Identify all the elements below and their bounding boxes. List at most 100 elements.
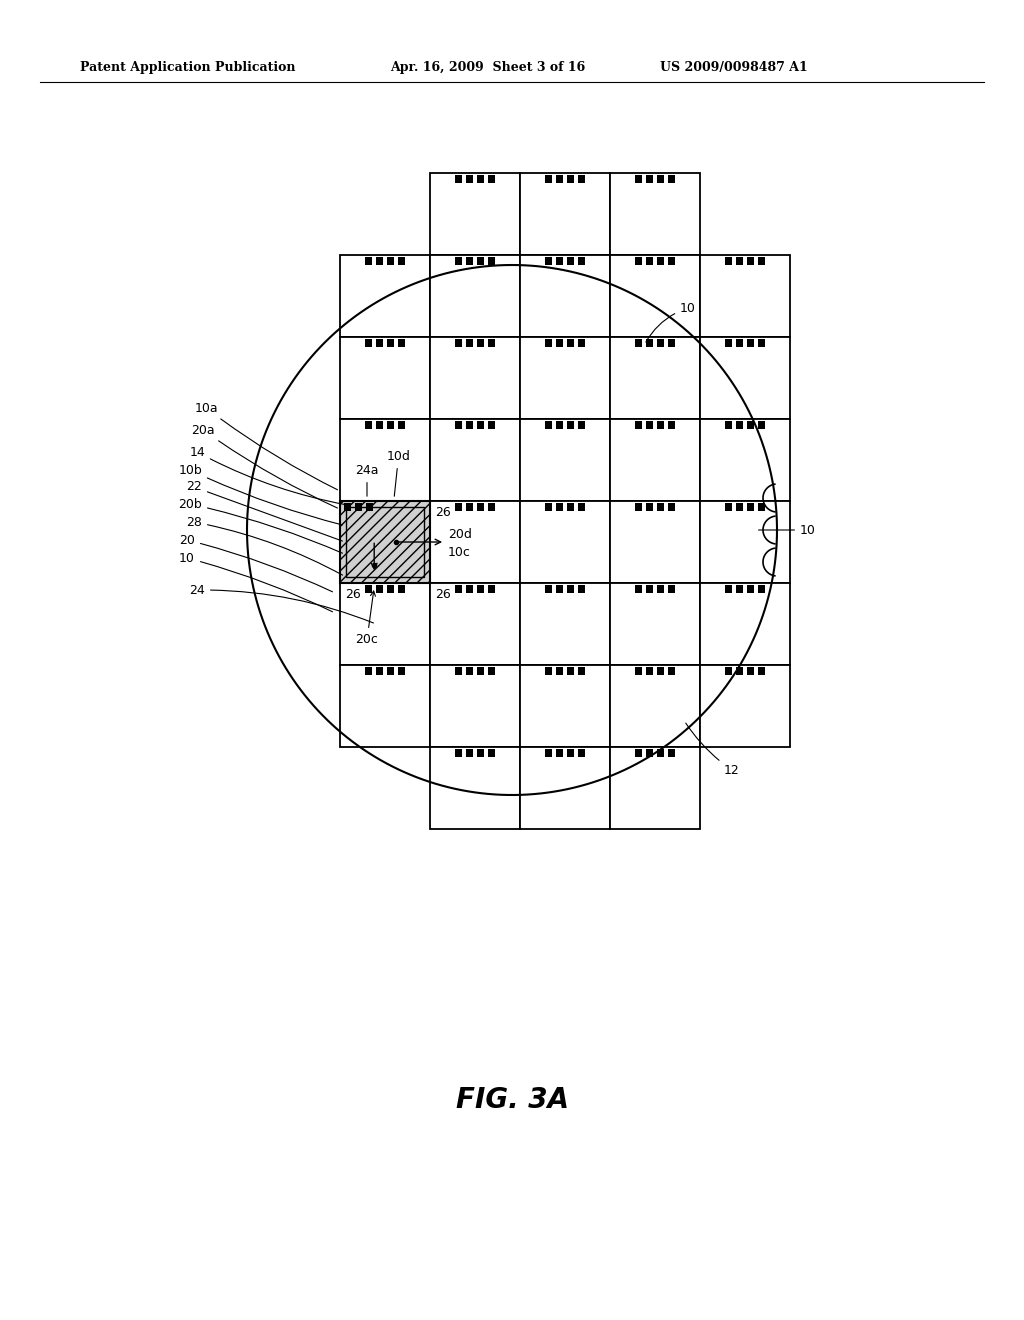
- Bar: [376, 421, 383, 429]
- Bar: [556, 339, 563, 347]
- Bar: [746, 667, 754, 675]
- Bar: [556, 667, 563, 675]
- Text: FIG. 3A: FIG. 3A: [456, 1086, 568, 1114]
- Bar: [488, 667, 495, 675]
- Bar: [746, 503, 754, 511]
- Bar: [344, 503, 351, 511]
- Bar: [340, 418, 430, 502]
- Bar: [610, 418, 700, 502]
- Bar: [556, 257, 563, 265]
- Text: 10a: 10a: [195, 401, 338, 490]
- Bar: [387, 585, 394, 593]
- Bar: [578, 667, 585, 675]
- Bar: [365, 257, 372, 265]
- Bar: [635, 176, 642, 183]
- Bar: [725, 421, 732, 429]
- Bar: [578, 257, 585, 265]
- Bar: [455, 421, 462, 429]
- Bar: [646, 339, 653, 347]
- Bar: [488, 585, 495, 593]
- Bar: [758, 421, 765, 429]
- Text: 20a: 20a: [191, 424, 338, 508]
- Bar: [455, 667, 462, 675]
- Bar: [387, 339, 394, 347]
- Bar: [578, 339, 585, 347]
- Text: 10: 10: [179, 552, 333, 611]
- Bar: [668, 176, 675, 183]
- Bar: [545, 585, 552, 593]
- Bar: [657, 503, 664, 511]
- Bar: [477, 748, 484, 756]
- Bar: [430, 583, 520, 665]
- Text: 14: 14: [189, 446, 345, 504]
- Bar: [355, 503, 362, 511]
- Bar: [365, 339, 372, 347]
- Bar: [578, 176, 585, 183]
- Bar: [657, 339, 664, 347]
- Bar: [635, 503, 642, 511]
- Bar: [466, 503, 473, 511]
- Bar: [398, 667, 406, 675]
- Text: 20d: 20d: [449, 528, 472, 540]
- Bar: [376, 585, 383, 593]
- Bar: [610, 502, 700, 583]
- Bar: [646, 748, 653, 756]
- Bar: [545, 748, 552, 756]
- Bar: [567, 503, 574, 511]
- Bar: [668, 585, 675, 593]
- Bar: [545, 257, 552, 265]
- Bar: [430, 255, 520, 337]
- Bar: [376, 257, 383, 265]
- Bar: [366, 503, 373, 511]
- Bar: [545, 339, 552, 347]
- Bar: [567, 257, 574, 265]
- Bar: [455, 176, 462, 183]
- Bar: [340, 337, 430, 418]
- Bar: [477, 585, 484, 593]
- Bar: [365, 585, 372, 593]
- Bar: [488, 257, 495, 265]
- Bar: [668, 421, 675, 429]
- Bar: [466, 667, 473, 675]
- Bar: [635, 257, 642, 265]
- Bar: [646, 503, 653, 511]
- Text: 26: 26: [345, 589, 360, 602]
- Bar: [610, 583, 700, 665]
- Bar: [567, 421, 574, 429]
- Bar: [398, 421, 406, 429]
- Text: 28: 28: [186, 516, 343, 576]
- Bar: [610, 747, 700, 829]
- Text: 12: 12: [686, 723, 739, 776]
- Bar: [736, 421, 743, 429]
- Bar: [477, 176, 484, 183]
- Bar: [700, 255, 790, 337]
- Bar: [700, 337, 790, 418]
- Text: 24a: 24a: [355, 465, 379, 496]
- Bar: [567, 176, 574, 183]
- Bar: [398, 585, 406, 593]
- Bar: [567, 585, 574, 593]
- Bar: [746, 585, 754, 593]
- Text: 20c: 20c: [355, 591, 379, 645]
- Text: 22: 22: [186, 480, 342, 541]
- Bar: [567, 748, 574, 756]
- Bar: [455, 339, 462, 347]
- Bar: [610, 665, 700, 747]
- Bar: [365, 421, 372, 429]
- Bar: [466, 585, 473, 593]
- Bar: [736, 503, 743, 511]
- Bar: [646, 667, 653, 675]
- Bar: [725, 339, 732, 347]
- Bar: [477, 667, 484, 675]
- Text: 10: 10: [646, 301, 696, 342]
- Text: 10b: 10b: [178, 463, 342, 525]
- Bar: [430, 337, 520, 418]
- Bar: [758, 257, 765, 265]
- Bar: [646, 257, 653, 265]
- Text: 20b: 20b: [178, 498, 342, 553]
- Bar: [635, 748, 642, 756]
- Bar: [430, 747, 520, 829]
- Bar: [488, 176, 495, 183]
- Bar: [746, 257, 754, 265]
- Bar: [520, 173, 610, 255]
